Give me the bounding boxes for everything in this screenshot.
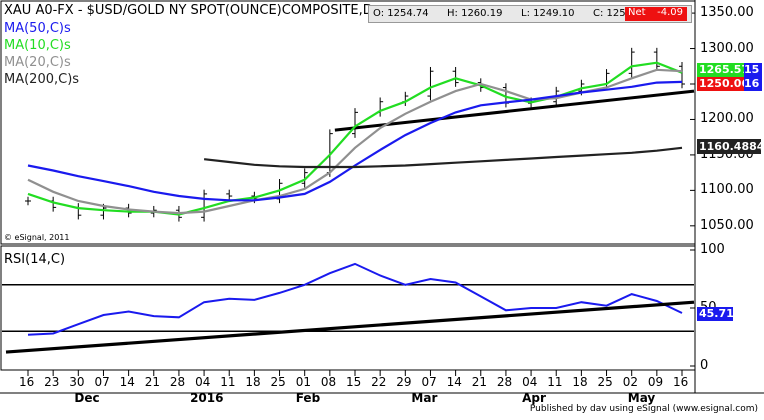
date-axis-ticks (27, 370, 683, 376)
date-tick-label: 18 (572, 375, 588, 389)
price-axis-ticks (690, 12, 695, 227)
date-tick-label: 28 (496, 375, 513, 389)
price-panel-frame (0, 0, 696, 245)
copyright-text: © eSignal, 2011 (4, 233, 70, 242)
date-tick-label: 16 (673, 375, 689, 389)
date-tick-label: 08 (320, 375, 337, 389)
date-month-label: Feb (295, 391, 321, 405)
date-tick-label: 21 (144, 375, 161, 389)
ma50-line (27, 80, 683, 202)
ohlc-open: O: 1254.74 (373, 8, 429, 19)
price-trendline (334, 89, 695, 132)
date-tick-label: 16 (19, 375, 35, 389)
net-change-badge: Net -4.09 (625, 7, 687, 21)
date-tick-label: 23 (44, 375, 60, 389)
close-value-tag: 1250.06 (697, 77, 750, 91)
footer-credit: Published by dav using eSignal (www.esig… (529, 404, 758, 414)
ma10-suffix-tag: 15 (744, 63, 762, 77)
price-tick-label: 1300.00 (700, 40, 754, 56)
date-month-label: 2016 (190, 391, 224, 405)
date-tick-label: 14 (119, 375, 135, 389)
price-bars (25, 47, 685, 222)
ma200-value-tag: 1160.4884 (697, 139, 764, 154)
rsi-line (27, 262, 683, 336)
date-tick-label: 18 (245, 375, 261, 389)
price-tick-label: 1050.00 (700, 217, 754, 233)
rsi-value-tag: 45.71 (697, 307, 734, 321)
rsi-panel-frame (0, 245, 696, 371)
date-tick-label: 25 (597, 375, 613, 389)
price-tick-label: 1100.00 (700, 182, 754, 198)
price-tick-label: 1350.00 (700, 5, 754, 21)
moving-average-lines (27, 61, 695, 216)
legend-ma200: MA(200,C)s (4, 72, 80, 87)
date-tick-label: 02 (622, 375, 638, 389)
date-month-label: Mar (411, 391, 438, 405)
date-tick-label: 07 (421, 375, 437, 389)
ohlc-high: H: 1260.19 (447, 8, 503, 19)
date-month-label: Dec (74, 391, 100, 405)
ma10-value-tag: 1265.57 (697, 63, 750, 77)
date-tick-label: 14 (446, 375, 462, 389)
legend-ma10: MA(10,C)s (4, 38, 71, 53)
chart-title: XAU A0-FX - $USD/GOLD NY SPOT(OUNCE)COMP… (4, 3, 373, 18)
date-tick-label: 30 (69, 375, 85, 389)
date-month-label: Apr (522, 391, 546, 405)
rsi-title: RSI(14,C) (4, 252, 66, 267)
date-tick-label: 09 (647, 375, 664, 389)
date-tick-label: 04 (195, 375, 211, 389)
ma10-line (27, 61, 683, 216)
ma200-line (203, 146, 683, 169)
date-tick-label: 07 (94, 375, 110, 389)
rsi-tick-label: 100 (700, 242, 725, 257)
legend-ma20: MA(20,C)s (4, 55, 71, 70)
date-month-label: May (627, 391, 656, 405)
date-tick-label: 11 (220, 375, 236, 389)
price-tick-label: 1200.00 (700, 111, 754, 127)
rsi-trendline (5, 300, 695, 354)
legend-ma50: MA(50,C)s (4, 21, 71, 36)
close-suffix-tag: 16 (744, 77, 762, 91)
rsi-tick-label: 0 (700, 358, 709, 373)
date-tick-label: 04 (522, 375, 538, 389)
date-tick-label: 01 (295, 375, 311, 389)
date-tick-label: 15 (346, 375, 362, 389)
date-tick-label: 28 (169, 375, 186, 389)
ohlc-low: L: 1249.10 (521, 8, 575, 19)
date-tick-label: 29 (396, 375, 412, 389)
date-tick-label: 21 (471, 375, 488, 389)
rsi-axis-ticks (690, 249, 695, 367)
ohlc-box: O: 1254.74 H: 1260.19 L: 1249.10 C: 1250… (368, 5, 692, 23)
rsi-lines (2, 262, 695, 354)
date-tick-label: 25 (270, 375, 286, 389)
date-tick-label: 11 (547, 375, 563, 389)
date-tick-label: 22 (371, 375, 387, 389)
